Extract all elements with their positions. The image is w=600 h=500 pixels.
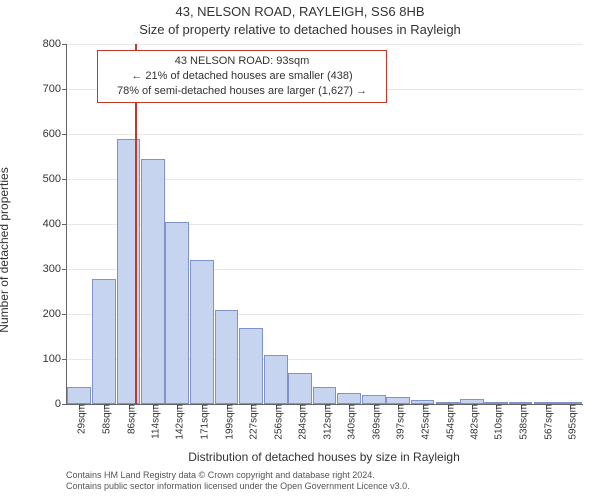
- x-tick-label: 58sqm: [96, 404, 113, 434]
- y-tick-label: 500: [43, 173, 67, 185]
- footer-line1: Contains HM Land Registry data © Crown c…: [66, 470, 582, 481]
- x-tick-label: 482sqm: [463, 404, 480, 440]
- chart-footer: Contains HM Land Registry data © Crown c…: [66, 470, 582, 492]
- x-tick-label: 397sqm: [390, 404, 407, 440]
- x-tick-label: 142sqm: [169, 404, 186, 440]
- histogram-bar: [362, 395, 386, 404]
- histogram-bar: [313, 387, 337, 404]
- callout-box: 43 NELSON ROAD: 93sqm ← 21% of detached …: [97, 50, 387, 103]
- histogram-bar: [215, 310, 239, 405]
- histogram-bar: [67, 387, 91, 404]
- x-tick-label: 595sqm: [561, 404, 578, 440]
- x-tick-label: 114sqm: [144, 404, 161, 439]
- x-axis-label: Distribution of detached houses by size …: [66, 450, 582, 464]
- y-tick-label: 400: [43, 218, 67, 230]
- histogram-bar: [117, 139, 141, 405]
- y-tick-label: 800: [43, 38, 67, 50]
- x-tick-label: 227sqm: [242, 404, 259, 440]
- x-tick-label: 256sqm: [268, 404, 285, 440]
- chart-title-line2: Size of property relative to detached ho…: [0, 22, 600, 37]
- callout-line1: 43 NELSON ROAD: 93sqm: [104, 54, 380, 69]
- x-tick-label: 340sqm: [340, 404, 357, 440]
- x-tick-label: 510sqm: [488, 404, 505, 440]
- histogram-bar: [386, 397, 410, 404]
- histogram-bar: [190, 260, 214, 404]
- chart-title-line1: 43, NELSON ROAD, RAYLEIGH, SS6 8HB: [0, 4, 600, 19]
- histogram-bar: [264, 355, 288, 404]
- x-tick-label: 312sqm: [316, 404, 333, 440]
- x-tick-label: 171sqm: [194, 404, 211, 440]
- x-tick-label: 538sqm: [512, 404, 529, 440]
- y-tick-label: 0: [55, 398, 67, 410]
- callout-line3: 78% of semi-detached houses are larger (…: [104, 84, 380, 99]
- histogram-bar: [165, 222, 189, 404]
- x-tick-label: 567sqm: [537, 404, 554, 440]
- y-tick-label: 600: [43, 128, 67, 140]
- histogram-bar: [141, 159, 165, 404]
- histogram-bar: [239, 328, 263, 405]
- footer-line2: Contains public sector information licen…: [66, 481, 582, 492]
- y-axis-label: Number of detached properties: [0, 167, 11, 332]
- grid-line: [67, 134, 583, 135]
- chart-container: 43, NELSON ROAD, RAYLEIGH, SS6 8HB Size …: [0, 0, 600, 500]
- histogram-bar: [92, 279, 116, 404]
- plot-area: 010020030040050060070080029sqm58sqm86sqm…: [66, 44, 583, 405]
- x-tick-label: 369sqm: [365, 404, 382, 440]
- x-tick-label: 454sqm: [439, 404, 456, 440]
- x-tick-label: 29sqm: [71, 404, 88, 434]
- callout-line2: ← 21% of detached houses are smaller (43…: [104, 69, 380, 84]
- x-tick-label: 425sqm: [414, 404, 431, 440]
- x-tick-label: 284sqm: [292, 404, 309, 440]
- y-tick-label: 200: [43, 308, 67, 320]
- histogram-bar: [337, 393, 361, 404]
- x-tick-label: 86sqm: [120, 404, 137, 434]
- grid-line: [67, 44, 583, 45]
- y-tick-label: 700: [43, 83, 67, 95]
- histogram-bar: [288, 373, 312, 405]
- x-tick-label: 199sqm: [218, 404, 235, 440]
- y-tick-label: 100: [43, 353, 67, 365]
- y-tick-label: 300: [43, 263, 67, 275]
